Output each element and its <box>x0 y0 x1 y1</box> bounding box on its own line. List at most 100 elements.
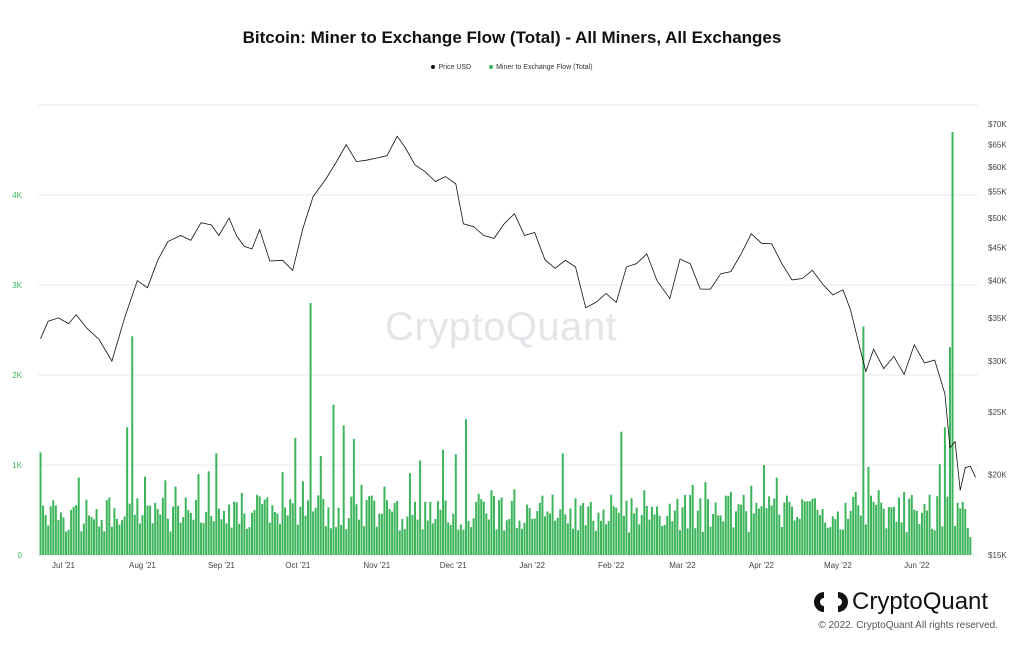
flow-bar <box>307 500 310 555</box>
flow-bar <box>808 501 811 555</box>
flow-bar <box>93 519 96 555</box>
flow-bar <box>123 516 126 555</box>
flow-bar <box>95 509 98 555</box>
flow-bar <box>273 511 276 555</box>
copyright: © 2022. CryptoQuant All rights reserved. <box>818 620 998 631</box>
flow-bar <box>678 530 681 555</box>
flow-bar <box>694 528 697 555</box>
flow-bar <box>729 492 732 555</box>
flow-bar <box>426 520 429 555</box>
flow-bar <box>312 511 315 555</box>
flow-bar <box>136 498 139 555</box>
flow-bar <box>735 511 737 555</box>
flow-bar <box>903 492 906 555</box>
flow-bar <box>526 504 529 555</box>
flow-bar <box>658 515 661 555</box>
flow-bar <box>304 515 307 555</box>
flow-bar <box>801 499 804 555</box>
flow-bar <box>536 510 539 555</box>
flow-bar <box>187 510 190 555</box>
right-tick-label: $20K <box>988 471 1007 480</box>
flow-bar <box>80 531 83 555</box>
x-tick-label: Mar '22 <box>669 561 696 570</box>
flow-bar <box>380 513 383 555</box>
flow-bar <box>964 509 967 555</box>
flow-bar <box>301 481 304 555</box>
flow-bar <box>363 526 366 555</box>
flow-bar <box>538 502 541 555</box>
flow-bar <box>722 521 725 555</box>
flow-bar <box>518 520 521 555</box>
flow-bar <box>378 513 381 555</box>
legend-item-price[interactable]: Price USD <box>431 64 471 71</box>
right-tick-label: $25K <box>988 408 1007 417</box>
flow-bar <box>757 508 760 555</box>
flow-bar <box>342 425 345 555</box>
flow-bar <box>783 502 786 555</box>
flow-bar <box>819 515 822 555</box>
flow-bar <box>370 495 373 555</box>
cryptoquant-logo-icon <box>814 592 848 612</box>
flow-bar <box>258 496 261 555</box>
flow-bar <box>98 526 101 555</box>
flow-bar <box>411 515 414 555</box>
flow-bar <box>589 501 592 555</box>
flow-bar <box>100 519 103 555</box>
flow-bar <box>671 521 674 555</box>
flow-bar <box>701 531 704 555</box>
flow-bar <box>887 507 890 555</box>
flow-bar <box>327 507 330 555</box>
flow-bar <box>831 516 834 555</box>
flow-bar <box>892 506 895 555</box>
flow-bar <box>332 404 335 555</box>
flow-bar <box>245 528 248 555</box>
flow-bar <box>898 497 901 555</box>
flow-bar <box>143 476 146 555</box>
flow-bar <box>487 519 490 555</box>
flow-bar <box>54 505 57 555</box>
flow-bar <box>335 527 338 555</box>
flow-bar <box>444 500 447 555</box>
flow-bar <box>760 506 763 555</box>
flow-bar <box>256 494 259 555</box>
flow-bar <box>52 500 55 555</box>
flow-bar <box>724 495 727 555</box>
flow-bar <box>357 519 360 555</box>
flow-bar <box>920 512 923 555</box>
flow-bar <box>225 523 228 555</box>
left-axis: 0 1K 2K 3K 4K <box>12 191 22 560</box>
flow-bar <box>194 500 197 555</box>
flow-bar <box>709 526 712 555</box>
flow-bar <box>966 528 969 555</box>
flow-bar <box>959 508 962 555</box>
flow-bar <box>847 518 850 555</box>
flow-bar <box>421 529 424 555</box>
flow-bar <box>793 520 796 555</box>
right-tick-label: $50K <box>988 214 1007 223</box>
flow-bar <box>108 497 111 555</box>
flow-bar <box>551 494 554 555</box>
flow-bar <box>128 503 131 555</box>
flow-bar <box>844 502 847 555</box>
flow-bar <box>607 520 610 555</box>
flow-bar <box>895 521 898 555</box>
flow-bar <box>57 520 60 555</box>
flow-bar <box>836 511 839 555</box>
flow-bar <box>521 528 524 555</box>
flow-bar <box>200 522 203 555</box>
legend-item-flow[interactable]: Miner to Exchange Flow (Total) <box>489 64 593 71</box>
flow-bar <box>103 531 106 555</box>
flow-bar <box>768 496 771 555</box>
flow-bar <box>467 520 470 555</box>
flow-bar <box>770 505 773 555</box>
flow-bar <box>388 509 391 555</box>
legend: Price USD Miner to Exchange Flow (Total) <box>0 64 1024 71</box>
flow-bar <box>653 514 656 555</box>
x-tick-label: Nov '21 <box>363 561 390 570</box>
flow-bar <box>401 518 404 555</box>
flow-bar <box>928 494 931 555</box>
flow-bar <box>286 515 289 555</box>
flow-bar <box>755 502 758 555</box>
flow-bar <box>839 529 842 555</box>
flow-bar <box>459 524 462 555</box>
